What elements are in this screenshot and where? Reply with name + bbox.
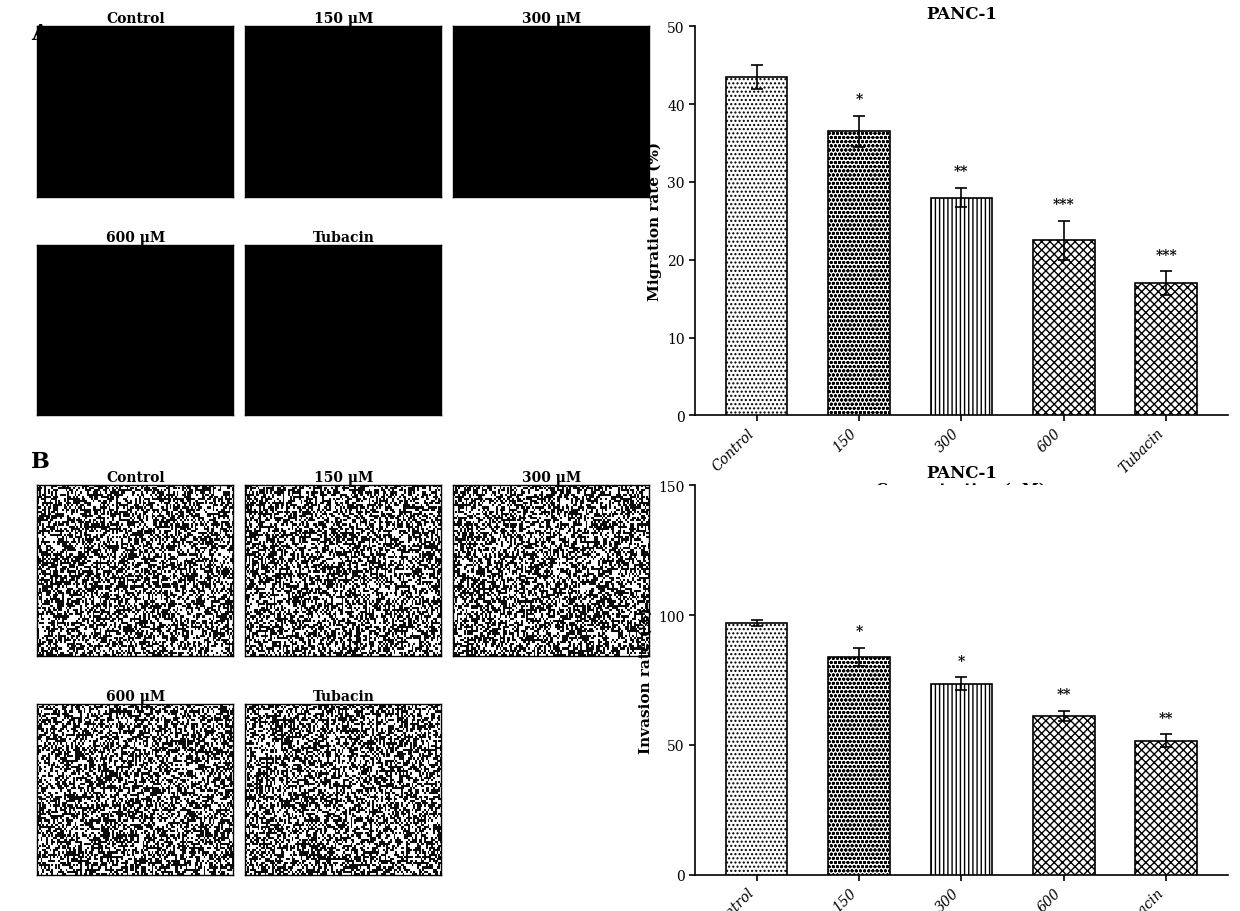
Y-axis label: Invasion rate (%): Invasion rate (%): [639, 607, 653, 753]
Title: 600 μM: 600 μM: [105, 689, 165, 703]
Text: *: *: [856, 93, 863, 107]
Text: A: A: [31, 23, 48, 45]
X-axis label: Concentration (μM): Concentration (μM): [877, 482, 1047, 496]
Title: Control: Control: [105, 12, 165, 26]
Bar: [1136, 742, 1197, 875]
Text: *: *: [856, 624, 863, 638]
Text: **: **: [1056, 688, 1071, 701]
Title: Tubacin: Tubacin: [312, 230, 374, 244]
Title: 150 μM: 150 μM: [314, 471, 373, 485]
Y-axis label: Migration rate (%): Migration rate (%): [647, 142, 662, 302]
Text: ***: ***: [1053, 198, 1075, 212]
Title: PANC-1: PANC-1: [926, 465, 997, 482]
Title: 300 μM: 300 μM: [522, 471, 582, 485]
Title: PANC-1: PANC-1: [926, 6, 997, 23]
Bar: [828, 132, 890, 416]
Bar: [931, 199, 992, 416]
Title: Tubacin: Tubacin: [312, 689, 374, 703]
Title: 150 μM: 150 μM: [314, 12, 373, 26]
Bar: [931, 684, 992, 875]
Title: 600 μM: 600 μM: [105, 230, 165, 244]
Bar: [1136, 284, 1197, 416]
Title: Control: Control: [105, 471, 165, 485]
Text: *: *: [957, 654, 965, 668]
Text: B: B: [31, 451, 50, 473]
Title: 300 μM: 300 μM: [522, 12, 582, 26]
Bar: [1033, 241, 1095, 416]
Text: **: **: [1159, 711, 1173, 725]
Text: **: **: [954, 165, 968, 179]
Text: ***: ***: [1156, 249, 1177, 262]
Bar: [725, 623, 787, 875]
Bar: [828, 657, 890, 875]
Bar: [1033, 717, 1095, 875]
Bar: [725, 77, 787, 416]
